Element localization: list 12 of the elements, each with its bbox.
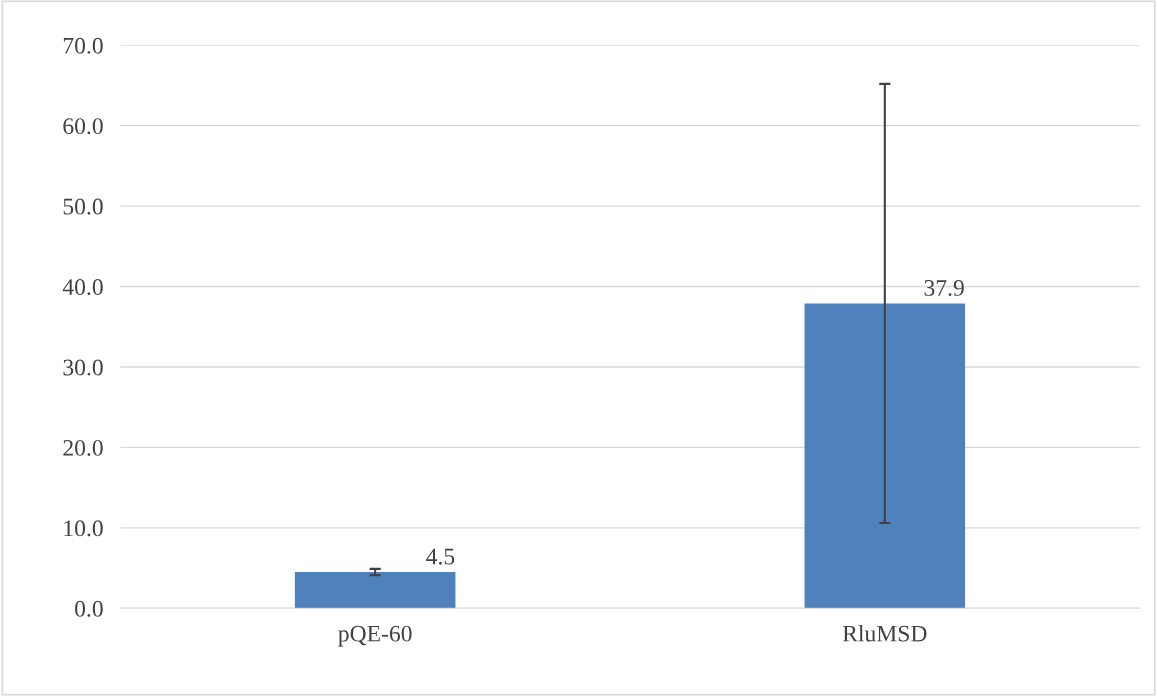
y-tick-label: 0.0	[75, 600, 103, 617]
y-tick-label: 40.0	[62, 279, 103, 296]
y-tick-label: 20.0	[63, 439, 103, 456]
y-tick-label: 10.0	[64, 520, 103, 537]
x-tick-label: pQE-60	[338, 625, 412, 647]
x-tick-label: RluMSD	[842, 624, 927, 642]
data-label: 4.5	[426, 548, 455, 565]
y-tick-label: 60.0	[63, 118, 103, 135]
y-tick-label: 30.0	[63, 359, 103, 376]
data-label: 37.9	[924, 280, 964, 296]
y-tick-label: 50.0	[63, 198, 103, 215]
y-tick-label: 70.0	[63, 37, 103, 54]
